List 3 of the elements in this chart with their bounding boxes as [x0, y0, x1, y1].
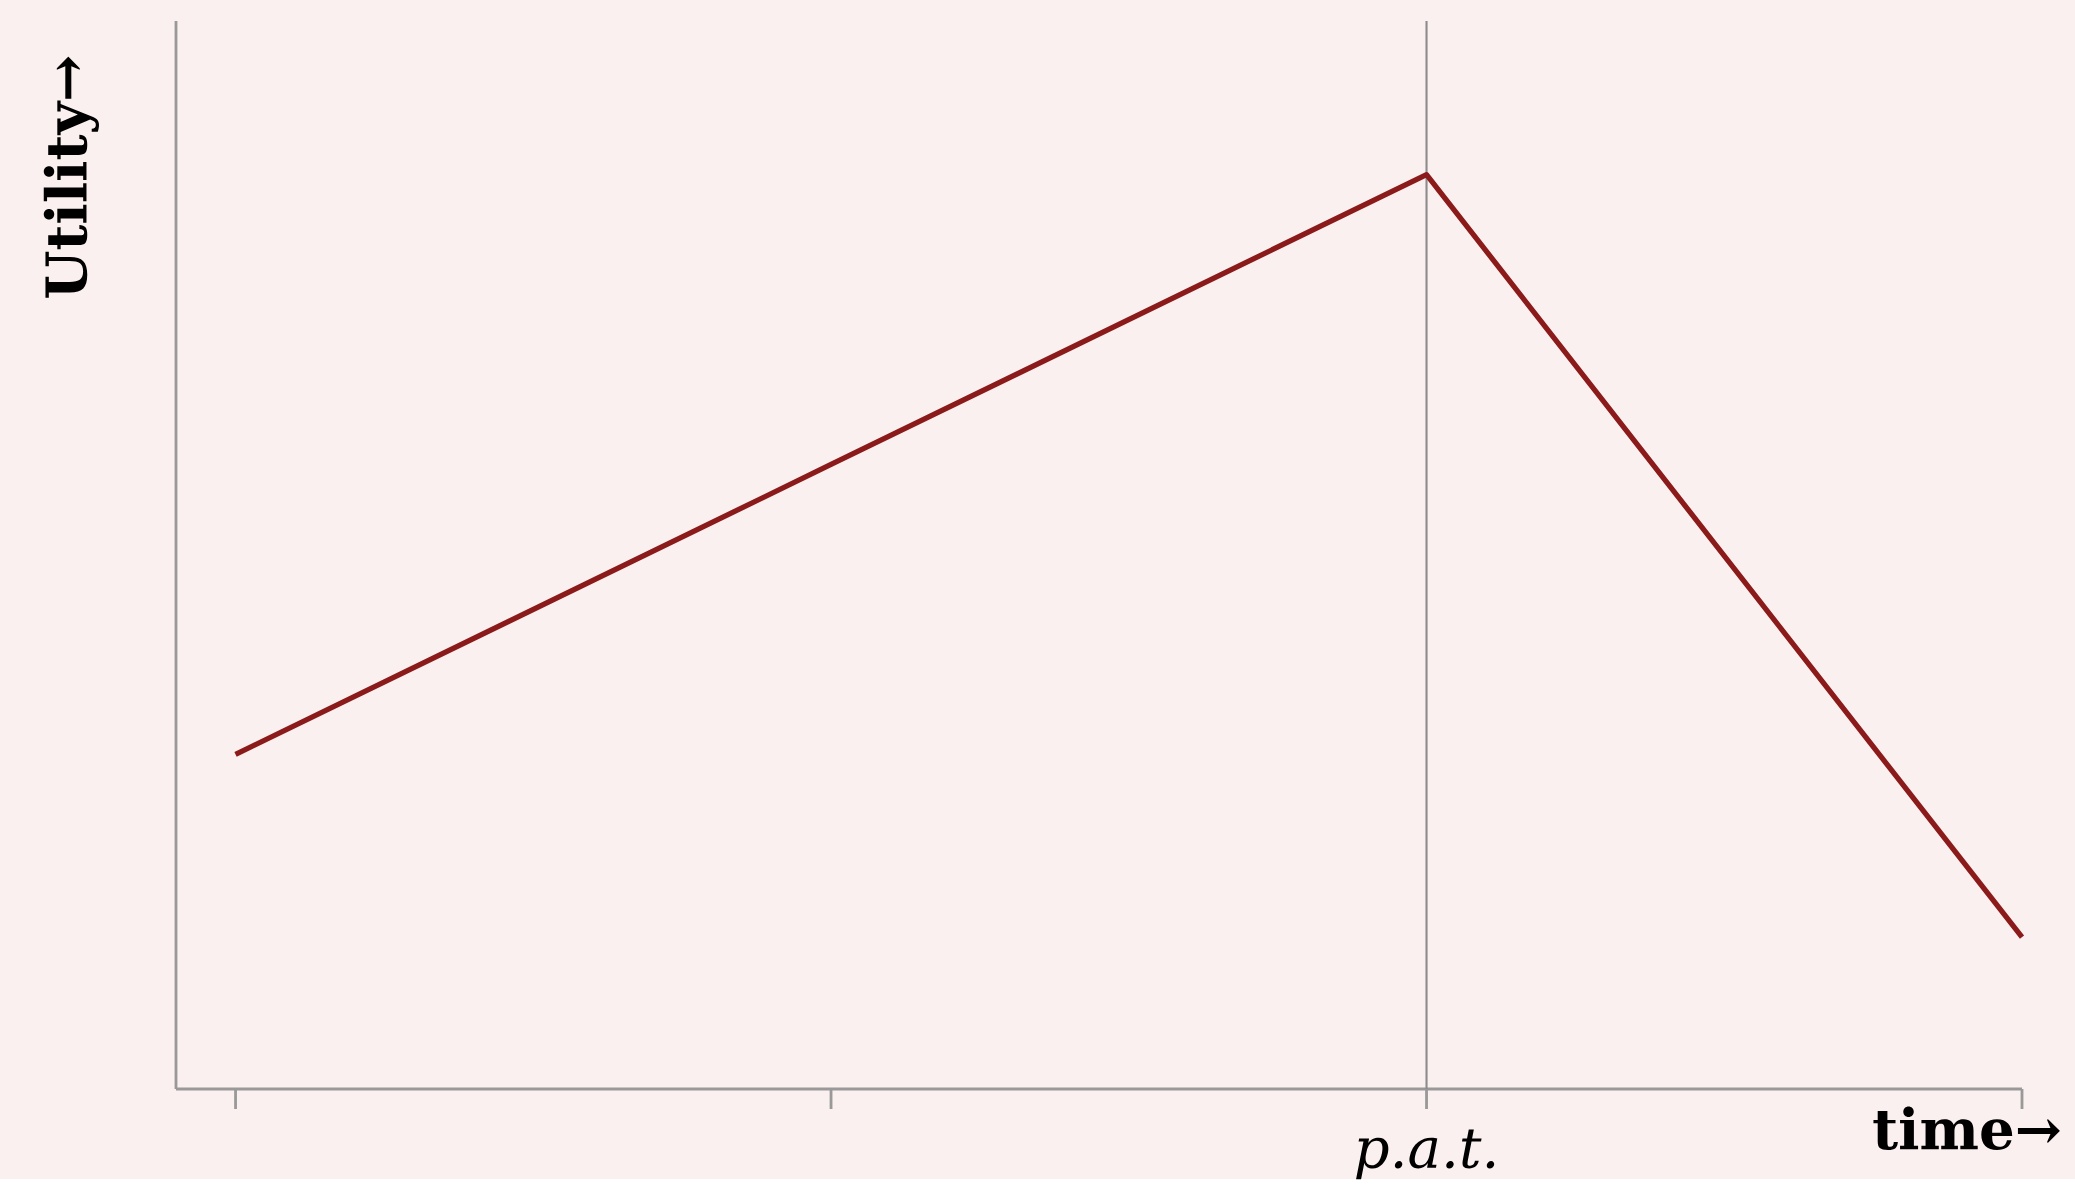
x-axis-title: time→	[1873, 1106, 2060, 1150]
text: p.a.t.	[1356, 1129, 1495, 1180]
y-axis-title: Utility→	[43, 56, 99, 298]
